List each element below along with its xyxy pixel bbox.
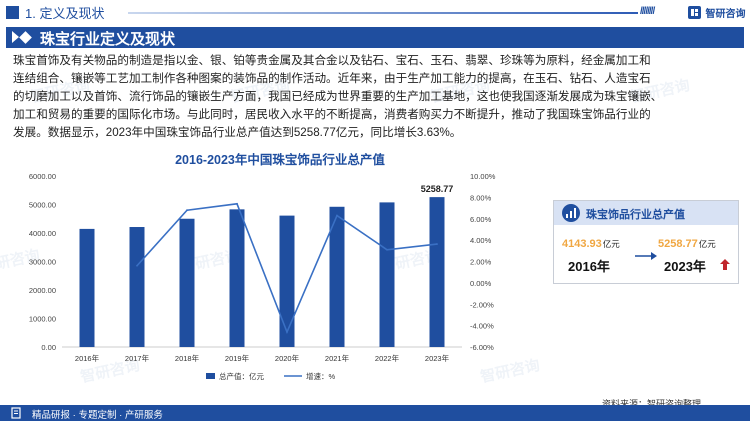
bar-2019年 xyxy=(229,209,245,347)
y-right-tick-label: 6.00% xyxy=(470,215,492,224)
section-title: 珠宝行业定义及现状 xyxy=(40,31,176,48)
bar-2023年 xyxy=(429,197,445,347)
body-paragraph: 珠宝首饰及有关物品的制造是指以金、银、铂等贵金属及其合金以及钻石、宝石、玉石、翡… xyxy=(13,52,741,142)
end-value-number: 5258.77 xyxy=(658,238,698,250)
card-header: 珠宝饰品行业总产值 xyxy=(554,201,738,225)
top-bar: 1. 定义及现状 //////// 智研咨询 xyxy=(0,0,750,24)
y-left-tick-label: 6000.00 xyxy=(29,172,56,181)
y-right-tick-label: 4.00% xyxy=(470,236,492,245)
y-left-tick-label: 1000.00 xyxy=(29,315,56,324)
legend-line-label: 增速：% xyxy=(306,371,335,381)
bar-2018年 xyxy=(179,218,195,347)
diamond-icon xyxy=(19,31,32,44)
legend-bar-label: 总产值：亿元 xyxy=(219,371,264,381)
y-left-tick-label: 3000.00 xyxy=(29,258,56,267)
y-right-tick-label: -6.00% xyxy=(470,343,494,352)
growth-point-2020年 xyxy=(286,331,288,333)
card-title: 珠宝饰品行业总产值 xyxy=(586,209,685,221)
x-tick-label: 2021年 xyxy=(325,353,350,363)
source-note: 资料来源：智研咨询整理 xyxy=(602,399,702,409)
data-label: 5258.77 xyxy=(421,184,454,194)
paragraph-line: 连结组合、镶嵌等工艺加工制作各种图案的装饰品的制作活动。近年来，由于生产加工能力… xyxy=(13,72,651,85)
growth-point-2022年 xyxy=(386,248,388,251)
brand-logo: 智研咨询 xyxy=(688,4,745,20)
end-value-unit: 亿元 xyxy=(698,239,716,249)
up-arrow-icon xyxy=(720,259,730,270)
y-left-tick-label: 4000.00 xyxy=(29,229,56,238)
y-right-tick-label: 10.00% xyxy=(470,172,496,181)
paragraph-line: 加工和贸易的重要的国际化市场。与此同时，居民收入水平的不断提高，消费者购买力不断… xyxy=(13,108,651,121)
footer-text: 精品研报 · 专题定制 · 产研服务 xyxy=(32,410,163,421)
y-right-tick-label: 2.00% xyxy=(470,258,492,267)
footer-bar: 精品研报 · 专题定制 · 产研服务 xyxy=(0,405,750,421)
y-right-tick-label: 0.00% xyxy=(470,279,492,288)
y-right-tick-label: -2.00% xyxy=(470,300,494,309)
start-value-number: 4143.93 xyxy=(562,238,602,250)
section-label: 1. 定义及现状 xyxy=(25,6,105,21)
x-tick-label: 2018年 xyxy=(175,353,200,363)
growth-point-2023年 xyxy=(436,243,438,245)
summary-card: 珠宝饰品行业总产值 4143.93亿元 5258.77亿元 2016年 2023… xyxy=(553,200,739,284)
section-marker-icon xyxy=(6,6,19,19)
arrow-right-icon xyxy=(635,252,657,260)
chart-icon xyxy=(562,204,580,222)
bar-2017年 xyxy=(129,227,145,347)
y-right-tick-label: -4.00% xyxy=(470,322,494,331)
header-rule xyxy=(128,12,638,14)
card-end-year: 2023年 xyxy=(664,259,706,274)
growth-point-2018年 xyxy=(186,209,188,212)
paragraph-line: 发展。数据显示，2023年中国珠宝饰品行业总产值达到5258.77亿元，同比增长… xyxy=(13,126,462,139)
combo-chart: 0.00 1000.00 2000.00 3000.00 4000.00 5000.00 6… xyxy=(29,172,496,381)
growth-point-2021年 xyxy=(336,214,338,217)
card-start-year: 2016年 xyxy=(568,259,610,274)
growth-point-2017年 xyxy=(136,264,138,267)
growth-point-2019年 xyxy=(236,202,238,205)
document-icon xyxy=(11,407,21,419)
section-header: 珠宝行业定义及现状 xyxy=(6,27,744,48)
bar-2016年 xyxy=(79,228,95,347)
x-tick-label: 2020年 xyxy=(275,353,300,363)
legend-bar-swatch xyxy=(206,373,215,379)
chart-title: 2016-2023年中国珠宝饰品行业总产值 xyxy=(175,153,385,167)
paragraph-line: 珠宝首饰及有关物品的制造是指以金、银、铂等贵金属及其合金以及钻石、宝石、玉石、翡… xyxy=(13,54,651,67)
arrow-icon xyxy=(12,31,19,43)
brand-name: 智研咨询 xyxy=(705,9,746,21)
start-value-unit: 亿元 xyxy=(602,239,620,249)
card-start-value: 4143.93亿元 xyxy=(562,238,620,250)
slashes-decoration-icon: //////// xyxy=(640,6,655,17)
bar-2021年 xyxy=(329,206,345,347)
x-tick-label: 2017年 xyxy=(125,353,150,363)
x-tick-label: 2019年 xyxy=(225,353,250,363)
x-tick-label: 2023年 xyxy=(425,353,450,363)
card-end-value: 5258.77亿元 xyxy=(658,238,716,250)
bar-2020年 xyxy=(279,215,295,347)
x-tick-label: 2022年 xyxy=(375,353,400,363)
bar-2022年 xyxy=(379,202,395,347)
x-tick-label: 2016年 xyxy=(75,353,100,363)
brand-logo-icon xyxy=(688,6,701,20)
y-left-tick-label: 2000.00 xyxy=(29,286,56,295)
y-left-tick-label: 0.00 xyxy=(41,343,56,352)
paragraph-line: 的切磨加工以及首饰、流行饰品的镶嵌生产方面，我国已经成为世界重要的生产加工基地，… xyxy=(13,90,663,103)
y-right-tick-label: 8.00% xyxy=(470,193,492,202)
y-left-tick-label: 5000.00 xyxy=(29,201,56,210)
